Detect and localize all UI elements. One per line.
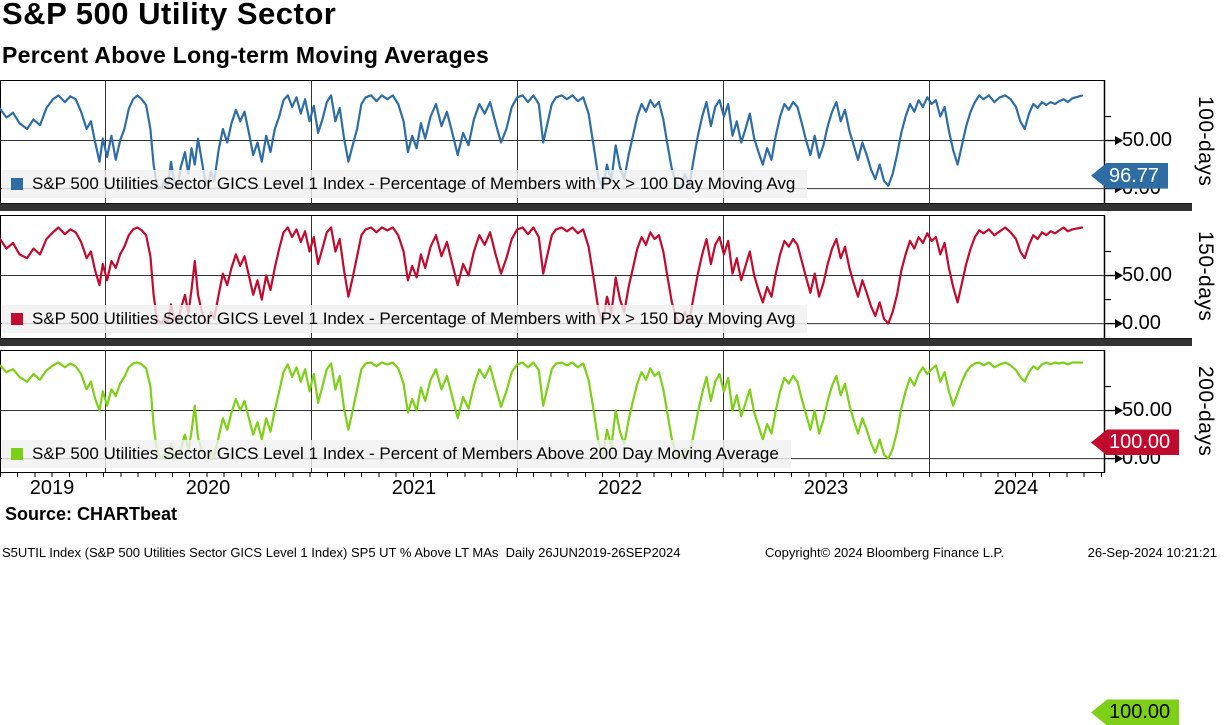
y-tick-label-50: 50.00: [1122, 264, 1173, 286]
panel-axis-label: 100-days: [1194, 96, 1217, 187]
footer-timestamp: 26-Sep-2024 10:21:21: [1087, 545, 1217, 560]
x-tick-label: 2022: [597, 477, 643, 499]
chart-panel-150-day: S&P 500 Utilities Sector GICS Level 1 In…: [0, 215, 1224, 456]
legend-200-day: S&P 500 Utilities Sector GICS Level 1 In…: [2, 440, 791, 468]
legend-100-day: S&P 500 Utilities Sector GICS Level 1 In…: [2, 170, 808, 198]
page-subtitle: Percent Above Long-term Moving Averages: [2, 42, 490, 68]
footer-ticker-info: S5UTIL Index (S&P 500 Utilities Sector G…: [2, 545, 681, 560]
legend-label: S&P 500 Utilities Sector GICS Level 1 In…: [32, 174, 796, 193]
chart-panel-100-day: S&P 500 Utilities Sector GICS Level 1 In…: [0, 80, 1224, 203]
page-title: S&P 500 Utility Sector: [2, 0, 337, 31]
panel-axis-label: 200-days: [1194, 366, 1217, 457]
panel-separator: [0, 338, 1192, 346]
legend-150-day: S&P 500 Utilities Sector GICS Level 1 In…: [2, 305, 808, 333]
legend-swatch-icon: [11, 178, 23, 190]
panel-separator: [0, 203, 1192, 211]
x-tick-label: 2020: [185, 477, 231, 499]
x-axis-labels: 2019 2020 2021 2022 2023 2024: [0, 477, 1224, 503]
x-tick-label: 2021: [391, 477, 437, 499]
x-tick-label: 2023: [803, 477, 849, 499]
panel-axis-label: 150-days: [1194, 231, 1217, 322]
legend-label: S&P 500 Utilities Sector GICS Level 1 In…: [32, 444, 779, 463]
last-value-tag: 100.00: [1091, 699, 1180, 725]
y-tick-label-50: 50.00: [1122, 399, 1173, 421]
x-tick-label: 2024: [993, 477, 1039, 499]
legend-swatch-icon: [11, 448, 23, 460]
y-tick-label-0: 0.00: [1122, 312, 1161, 334]
y-tick-label-50: 50.00: [1122, 129, 1173, 151]
x-tick-label: 2019: [29, 477, 75, 499]
source-line: Source: CHARTbeat: [5, 504, 178, 524]
x-axis-minor-ticks: [0, 473, 1104, 477]
chart-panel-200-day: S&P 500 Utilities Sector GICS Level 1 In…: [0, 350, 1224, 725]
footer-copyright: Copyright© 2024 Bloomberg Finance L.P.: [765, 545, 1005, 560]
last-value-tag: 100.00: [1091, 429, 1180, 456]
legend-swatch-icon: [11, 313, 23, 325]
legend-label: S&P 500 Utilities Sector GICS Level 1 In…: [32, 309, 796, 328]
last-value-tag: 96.77: [1091, 162, 1169, 189]
